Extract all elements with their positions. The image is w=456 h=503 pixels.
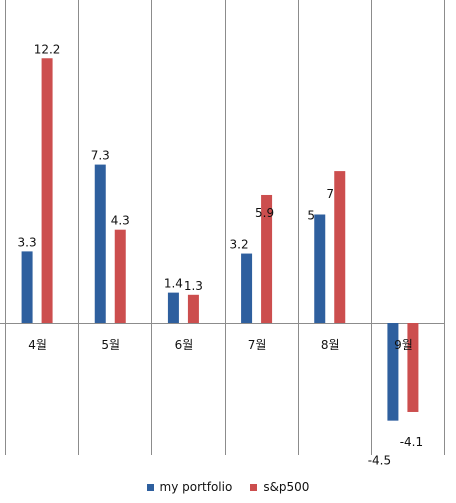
data-label-sp500: 4.3 [111, 214, 130, 228]
data-label-sp500: 12.2 [34, 42, 61, 56]
bar-my-portfolio-9 [387, 323, 399, 421]
bar-sp500-5 [114, 229, 126, 323]
bar-my-portfolio-7 [241, 253, 253, 323]
bar-my-portfolio-5 [94, 164, 106, 323]
x-tick-label: 7월 [248, 338, 267, 352]
data-label-sp500: 5.9 [255, 206, 274, 220]
data-label-my-portfolio: 1.4 [164, 277, 183, 291]
chart-grid [0, 0, 445, 455]
legend-label-sp500: s&p500 [263, 480, 310, 494]
legend-item-my-portfolio: my portfolio [146, 480, 233, 494]
legend-swatch-my-portfolio [146, 483, 154, 491]
chart-legend: my portfolio s&p500 [0, 478, 456, 496]
bar-sp500-4 [41, 58, 53, 323]
bar-my-portfolio-8 [314, 214, 326, 323]
data-labels: 3.3 12.2 7.3 4.3 1.4 1.3 3.2 5.9 57 -4.5 -4.1 [18, 42, 424, 467]
legend-item-sp500: s&p500 [250, 480, 309, 494]
data-label-my-portfolio: 5 [307, 209, 315, 223]
data-label-my-portfolio: 3.2 [230, 238, 249, 252]
x-tick-label: 5월 [101, 338, 120, 352]
legend-swatch-sp500 [250, 483, 258, 491]
data-label-my-portfolio: 7.3 [91, 149, 110, 163]
x-axis-ticks: 4월 5월 6월 7월 8월 9월 [28, 338, 413, 352]
data-label-sp500: 7 [326, 187, 334, 201]
bar-sp500-9 [407, 323, 419, 412]
data-label-my-portfolio: -4.5 [368, 454, 391, 468]
x-tick-label: 9월 [394, 338, 413, 352]
data-label-my-portfolio: 3.3 [18, 235, 37, 249]
x-tick-label: 4월 [28, 338, 47, 352]
bar-sp500-8 [334, 171, 346, 323]
bar-sp500-6 [187, 294, 199, 323]
chart-bars [21, 58, 419, 421]
data-label-sp500: -4.1 [400, 435, 423, 449]
data-label-sp500: 1.3 [184, 279, 203, 293]
bar-my-portfolio-4 [21, 251, 33, 323]
legend-label-my-portfolio: my portfolio [159, 480, 233, 494]
bar-my-portfolio-6 [167, 292, 179, 323]
x-tick-label: 8월 [321, 338, 340, 352]
bar-sp500-7 [261, 194, 273, 323]
x-tick-label: 6월 [175, 338, 194, 352]
